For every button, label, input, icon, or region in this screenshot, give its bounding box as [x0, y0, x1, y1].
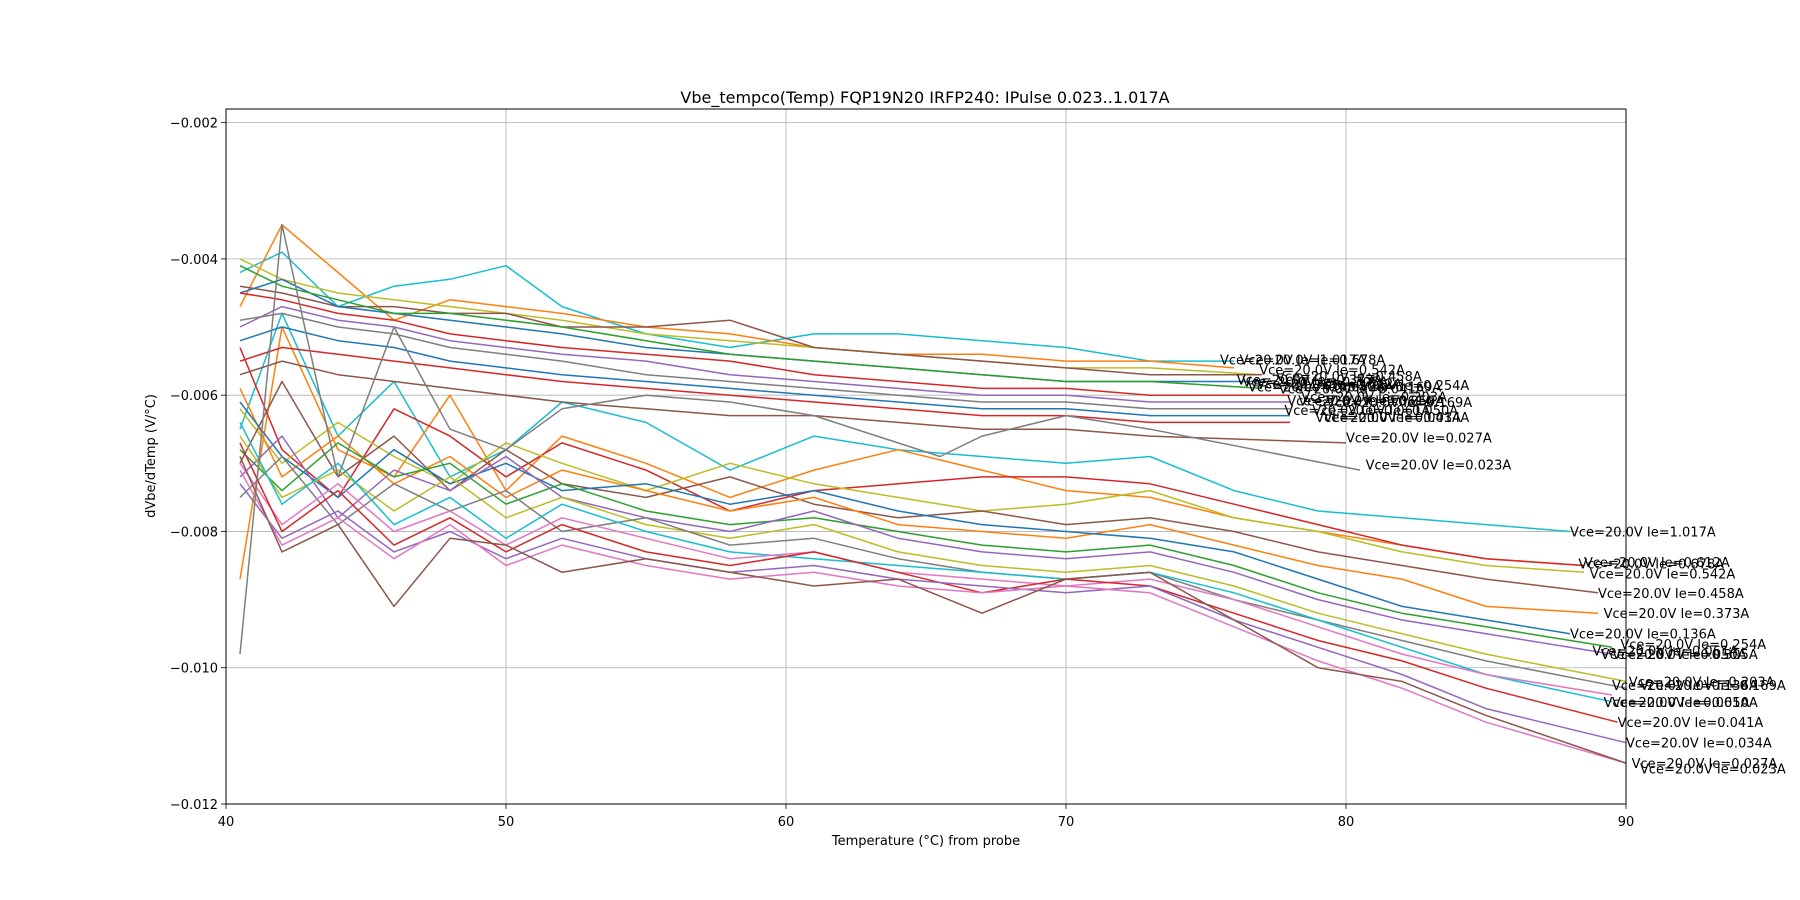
- series-annotation: Vce=20.0V Ie=0.203A: [1301, 391, 1447, 406]
- series-annotation: Vce=20.0V Ie=0.612A: [1584, 556, 1730, 571]
- series-annotation: Vce=20.0V Ie=0.023A: [1366, 459, 1512, 474]
- series-annotation: Vce=20.0V Ie=0.023A: [1640, 763, 1786, 778]
- y-tick-label: −0.010: [170, 662, 218, 677]
- series-line: [239, 422, 1613, 703]
- series-annotation: Vce=20.0V Ie=0.458A: [1276, 370, 1422, 385]
- series-annotation: Vce=20.0V Ie=0.027A: [1346, 431, 1492, 446]
- series-line: [239, 435, 1613, 655]
- series-annotation: Vce=20.0V Ie=0.169A: [1640, 679, 1786, 694]
- x-axis-ticks: 40 50 60 70 80 90: [218, 804, 1635, 830]
- series-annotation: Vce=20.0V Ie=0.254A: [1620, 638, 1766, 653]
- series-annotation: Vce=20.0V Ie=0.254A: [1324, 379, 1470, 394]
- series-annotation: Vce=20.0V Ie=0.034A: [1626, 737, 1772, 752]
- series-line: [239, 312, 1290, 410]
- series-annotation: Vce=20.0V Ie=0.136A: [1248, 380, 1394, 395]
- series-annotation: Vce=20.0V Ie=0.050A: [1298, 395, 1444, 410]
- series-annotation: Vce=20.0V Ie=0.169A: [1296, 380, 1442, 395]
- series-line: [239, 442, 1618, 723]
- series-annotation: Vce=20.0V Ie=0.373A: [1604, 607, 1750, 622]
- series-line: [239, 360, 1347, 444]
- series-annotation: Vce=20.0V Ie=0.612A: [1256, 378, 1402, 393]
- y-tick-label: −0.012: [170, 798, 218, 813]
- series-annotation: Vce=20.0V Ie=0.061A: [1592, 645, 1738, 660]
- series-line: [239, 469, 1627, 764]
- series-line: [239, 305, 1290, 403]
- series-annotation: Vce=20.0V Ie=0.678A: [1240, 354, 1386, 369]
- series-annotation: Vce=20.0V Ie=0.305A: [1612, 648, 1758, 663]
- x-axis-label: Temperature (°C) from probe: [831, 834, 1020, 849]
- y-axis-label: dVbe/dTemp (V/°C): [144, 394, 159, 518]
- series-annotation: Vce=20.0V Ie=0.305A: [1242, 376, 1388, 391]
- series-annotation: Vce=20.0V Ie=0.041A: [1315, 411, 1461, 426]
- series-annotation: Vce=20.0V Ie=0.050A: [1612, 696, 1758, 711]
- series-annotation: Vce=20.0V Ie=0.034A: [1324, 411, 1470, 426]
- series-annotation: Vce=20.0V Ie=0.678A: [1578, 557, 1724, 572]
- series-line: [239, 442, 1613, 649]
- series-annotation: Vce=20.0V Ie=0.542A: [1259, 363, 1405, 378]
- series-annotation: Vce=20.0V Ie=0.061A: [1284, 404, 1430, 419]
- series-line: [239, 292, 1290, 396]
- y-tick-label: −0.006: [170, 389, 218, 404]
- series-line: [239, 435, 1627, 683]
- series-annotation: Vce=20.0V Ie=0.050A: [1312, 404, 1458, 419]
- y-tick-label: −0.004: [170, 253, 218, 268]
- series-annotation: Vce=20.0V Ie=0.061A: [1604, 696, 1750, 711]
- series-annotation: Vce=20.0V Ie=0.041A: [1618, 716, 1764, 731]
- series-line: [239, 285, 1262, 376]
- plot-frame: [225, 108, 1627, 805]
- series-annotation: Vce=20.0V Ie=0.136A: [1612, 679, 1758, 694]
- series-line: [239, 346, 1290, 424]
- y-tick-label: −0.008: [170, 525, 218, 540]
- x-tick-label: 90: [1618, 815, 1635, 830]
- series-line: [239, 380, 1599, 594]
- series-annotation: Vce=20.0V Ie=0.136A: [1570, 628, 1716, 643]
- chart-title: Vbe_tempco(Temp) FQP19N20 IRFP240: IPuls…: [680, 88, 1169, 108]
- x-tick-label: 50: [498, 815, 515, 830]
- series-lines: [239, 224, 1627, 764]
- series-line: [239, 456, 1627, 764]
- series-annotation: Vce=20.0V Ie=0.169A: [1326, 396, 1472, 411]
- series-line: [239, 224, 1361, 655]
- x-tick-label: 80: [1338, 815, 1355, 830]
- y-tick-label: −0.002: [170, 117, 218, 132]
- series-annotation: Vce=20.0V Ie=0.041A: [1279, 382, 1425, 397]
- series-annotation: Vce=20.0V Ie=0.061A: [1287, 395, 1433, 410]
- x-tick-label: 40: [218, 815, 235, 830]
- series-line: [239, 483, 1627, 744]
- x-tick-label: 60: [778, 815, 795, 830]
- series-annotation: Vce=20.0V Ie=0.542A: [1590, 568, 1736, 583]
- series-line: [239, 408, 1585, 574]
- series-annotation: Vce=20.0V Ie=0.050A: [1601, 648, 1747, 663]
- series-annotation: Vce=20.0V Ie=0.203A: [1629, 675, 1775, 690]
- series-annotation: Vce=20.0V Ie=0.027A: [1632, 757, 1778, 772]
- y-axis-ticks: −0.012 −0.010 −0.008 −0.006 −0.004 −0.002: [170, 117, 226, 813]
- x-tick-label: 70: [1058, 815, 1075, 830]
- series-annotation: Vce=20.0V Ie=0.458A: [1598, 587, 1744, 602]
- series-annotation: Vce=20.0V Ie=0.373A: [1237, 374, 1383, 389]
- series-line: [239, 401, 1571, 635]
- series-line: [239, 265, 1263, 390]
- series-line: [239, 326, 1290, 417]
- series-annotation: Vce=20.0V Ie=1.017A: [1220, 354, 1366, 369]
- series-annotation: Vce=20.0V Ie=1.017A: [1570, 525, 1716, 540]
